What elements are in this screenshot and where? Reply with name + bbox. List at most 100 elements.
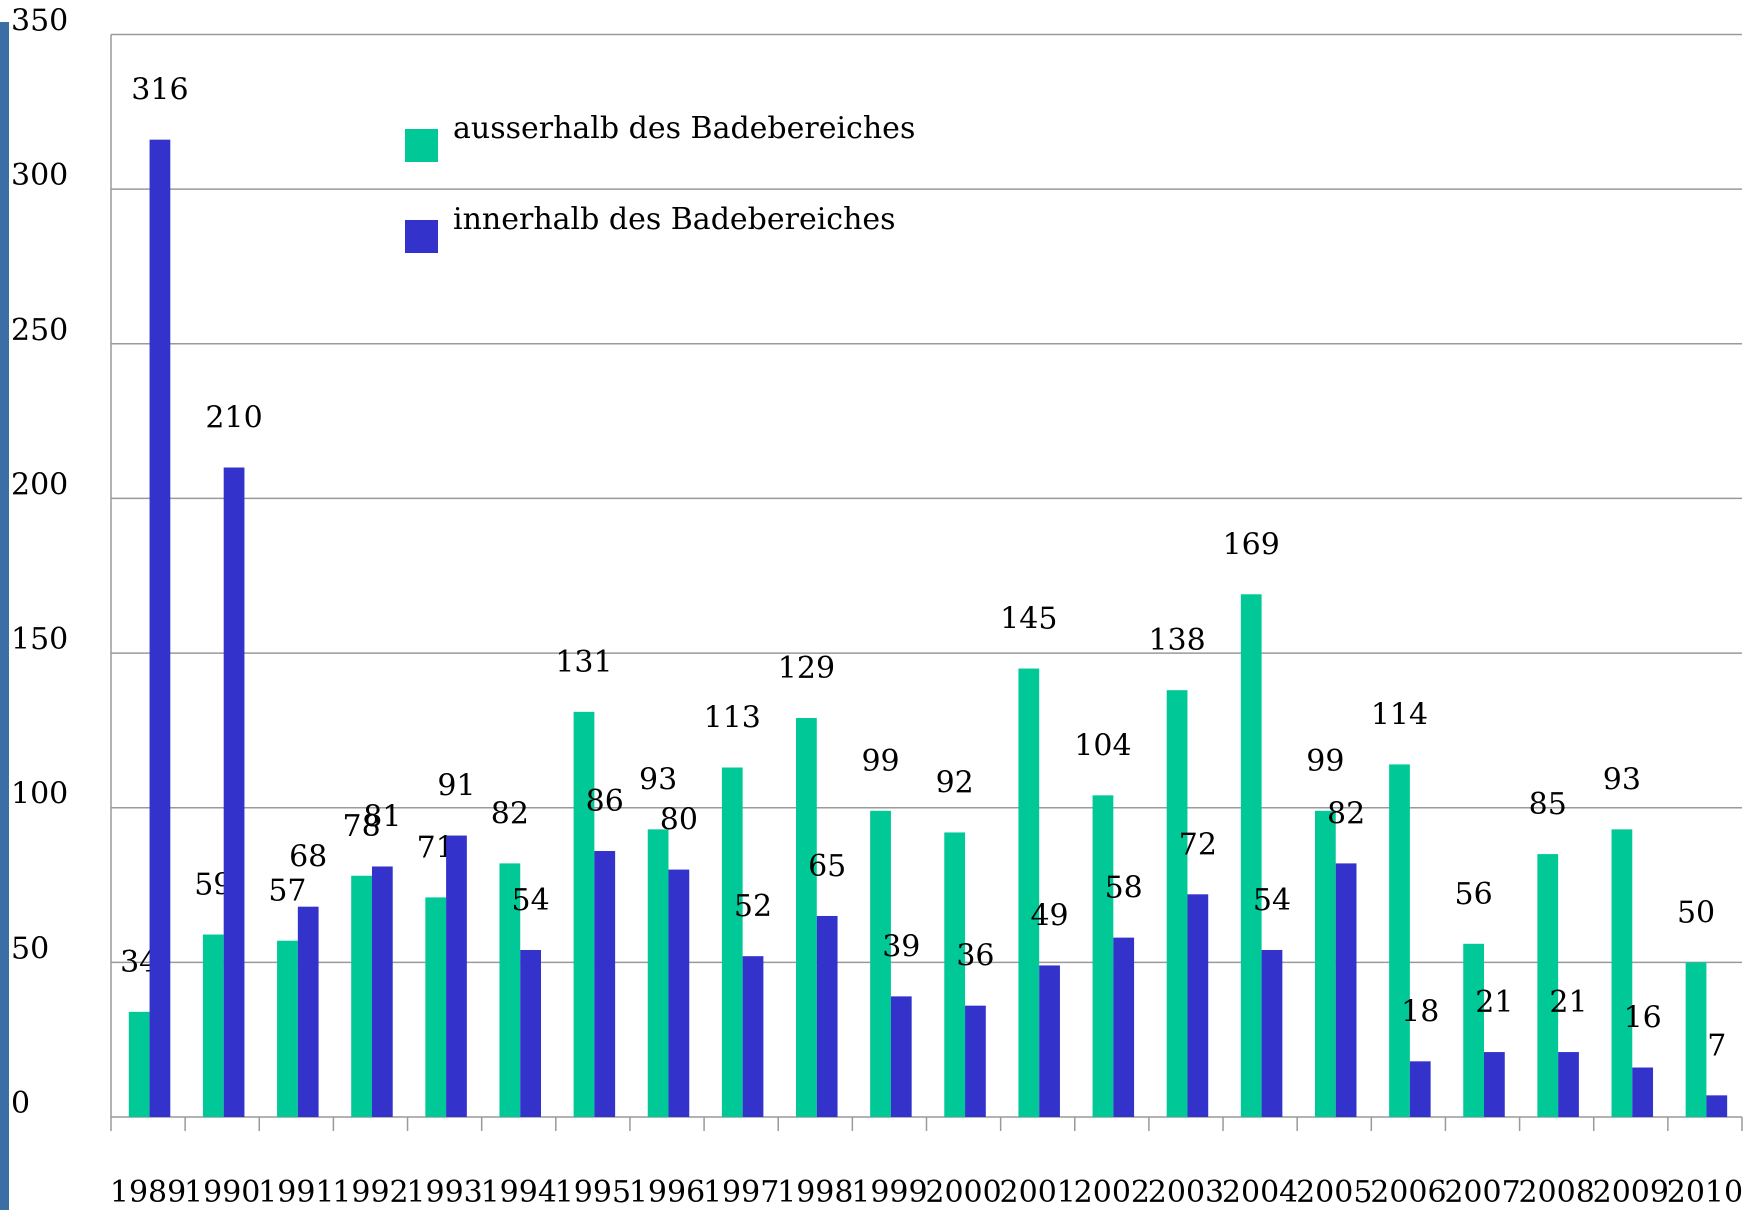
data-label: 316 — [131, 73, 188, 108]
bar — [668, 869, 690, 1117]
legend-swatch — [405, 129, 438, 162]
x-tick-label: 2010 — [1667, 1175, 1743, 1210]
data-label: 169 — [1223, 527, 1280, 562]
bar — [1558, 1052, 1579, 1117]
data-label: 131 — [555, 645, 612, 680]
y-tick-label: 300 — [11, 158, 68, 193]
data-label: 21 — [1475, 985, 1513, 1020]
y-tick-label: 50 — [11, 931, 49, 966]
y-tick-label: 0 — [11, 1086, 30, 1121]
bar — [1039, 965, 1060, 1117]
bar — [499, 863, 521, 1117]
x-tick-label: 1996 — [629, 1175, 705, 1210]
x-tick-label: 2009 — [1593, 1175, 1669, 1210]
bar — [1389, 764, 1410, 1117]
bar — [870, 810, 891, 1117]
data-label: 36 — [956, 939, 994, 974]
data-label: 72 — [1179, 827, 1217, 862]
x-tick-label: 1997 — [703, 1175, 779, 1210]
data-label: 54 — [512, 883, 550, 918]
x-tick-label: 2001 — [1000, 1175, 1076, 1210]
x-tick-label: 2004 — [1222, 1175, 1298, 1210]
x-tick-label: 2003 — [1148, 1175, 1224, 1210]
bar — [594, 851, 616, 1117]
y-tick-label: 250 — [11, 313, 68, 348]
bar — [149, 139, 171, 1117]
x-tick-label: 2002 — [1074, 1175, 1150, 1210]
bar — [371, 866, 393, 1117]
data-label: 82 — [1327, 796, 1365, 831]
bar — [1335, 863, 1357, 1117]
bar — [1240, 594, 1262, 1117]
x-tick-label: 2005 — [1296, 1175, 1372, 1210]
data-label: 16 — [1624, 1001, 1662, 1036]
data-label: 113 — [704, 701, 761, 736]
data-label: 49 — [1030, 898, 1068, 933]
y-tick-label: 100 — [11, 777, 68, 812]
data-label: 129 — [778, 651, 835, 686]
x-tick-label: 1998 — [777, 1175, 853, 1210]
bar — [1484, 1052, 1505, 1117]
side-bar — [0, 22, 9, 1210]
x-tick-label: 1991 — [258, 1175, 334, 1210]
bar — [965, 1005, 986, 1117]
bar — [742, 956, 764, 1117]
data-label: 91 — [437, 769, 475, 804]
bar — [647, 829, 669, 1117]
bar — [202, 934, 224, 1117]
data-label: 54 — [1253, 883, 1291, 918]
y-tick-label: 350 — [11, 4, 68, 39]
bar — [1685, 962, 1707, 1117]
data-label: 58 — [1105, 871, 1143, 906]
data-label: 80 — [660, 803, 698, 838]
data-label: 57 — [268, 874, 306, 909]
bar — [1463, 943, 1485, 1117]
x-tick-label: 2000 — [925, 1175, 1001, 1210]
data-label: 114 — [1371, 697, 1428, 732]
x-tick-label: 1990 — [184, 1175, 260, 1210]
data-label: 86 — [586, 784, 624, 819]
bar — [944, 832, 966, 1117]
data-label: 104 — [1074, 728, 1131, 763]
bar — [1166, 690, 1188, 1117]
data-label: 50 — [1677, 895, 1715, 930]
x-tick-label: 1994 — [481, 1175, 557, 1210]
bar — [425, 897, 447, 1117]
x-tick-label: 2007 — [1444, 1175, 1520, 1210]
bar — [297, 906, 319, 1117]
data-label: 138 — [1148, 623, 1205, 658]
data-label: 7 — [1707, 1028, 1726, 1063]
x-tick-label: 1989 — [110, 1175, 186, 1210]
bar — [1706, 1095, 1728, 1117]
bar — [816, 915, 838, 1117]
data-label: 99 — [861, 744, 899, 779]
data-label: 52 — [734, 889, 772, 924]
bar — [1092, 795, 1114, 1117]
data-label: 85 — [1529, 787, 1567, 822]
data-label: 68 — [289, 840, 327, 875]
bar — [573, 711, 595, 1117]
data-label: 93 — [1603, 762, 1641, 797]
legend-swatch — [405, 220, 438, 253]
bar — [351, 875, 372, 1117]
bar — [1611, 829, 1633, 1117]
data-label: 82 — [491, 796, 529, 831]
x-tick-label: 1995 — [555, 1175, 631, 1210]
y-tick-label: 200 — [11, 467, 68, 502]
x-tick-label: 1993 — [406, 1175, 482, 1210]
bar — [796, 718, 817, 1117]
bar — [1261, 949, 1283, 1117]
bar — [1113, 937, 1135, 1117]
data-label: 39 — [882, 929, 920, 964]
data-label: 21 — [1549, 985, 1587, 1020]
data-label: 78 — [342, 809, 380, 844]
data-label: 92 — [936, 765, 974, 800]
x-tick-label: 1999 — [851, 1175, 927, 1210]
bar — [890, 996, 912, 1117]
x-tick-label: 2008 — [1518, 1175, 1594, 1210]
bar — [1537, 854, 1559, 1117]
bar — [1409, 1061, 1431, 1117]
y-tick-label: 150 — [11, 622, 68, 657]
data-label: 81 — [363, 799, 401, 834]
